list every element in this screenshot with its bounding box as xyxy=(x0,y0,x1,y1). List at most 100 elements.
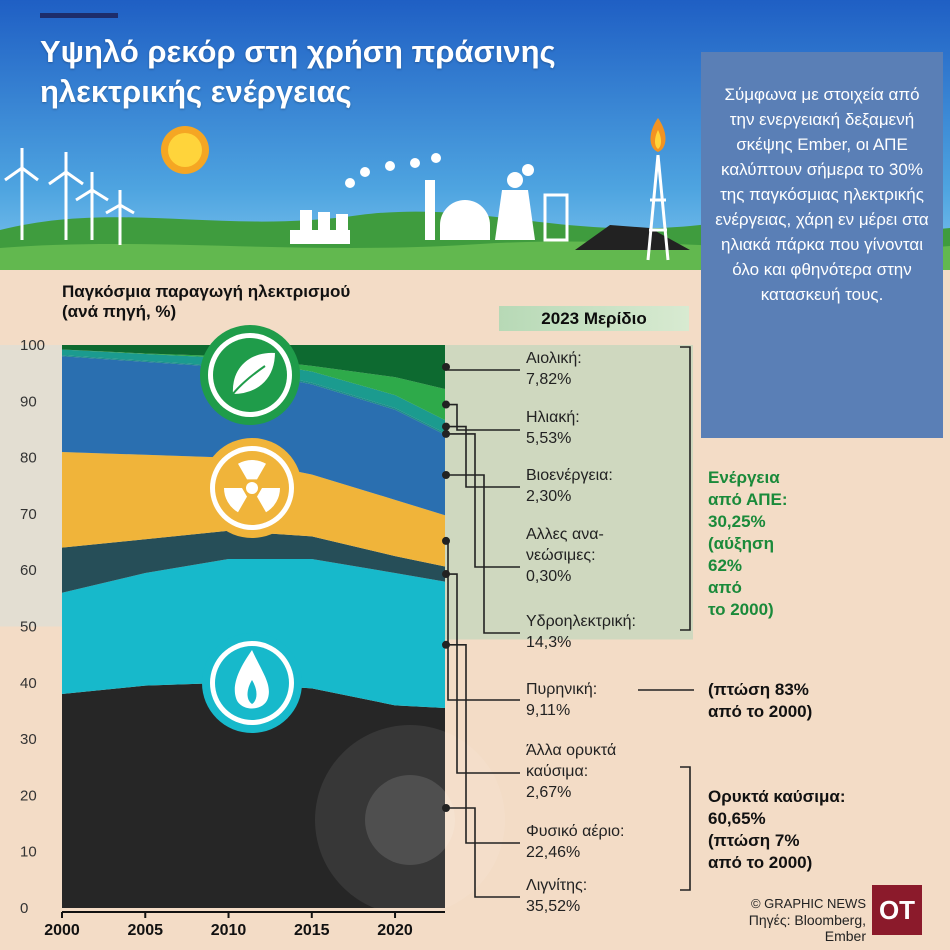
sun-icon xyxy=(161,126,209,174)
renewables-line4: (αύξηση xyxy=(708,534,774,553)
renewables-line1: Ενέργεια xyxy=(708,468,780,487)
x-tick-label: 2005 xyxy=(127,922,163,939)
label-coal-name: Λιγνίτης: xyxy=(526,877,588,894)
oil-rig-flame-icon xyxy=(646,118,670,261)
x-tick-label: 2015 xyxy=(294,922,330,939)
label-nuclear-name: Πυρηνική: xyxy=(526,681,598,698)
y-tick-label: 30 xyxy=(20,731,37,748)
fossil-line1: Ορυκτά καύσιμα: xyxy=(708,787,846,806)
area-series-8 xyxy=(62,344,445,389)
leader-line xyxy=(446,433,520,568)
y-tick-label: 50 xyxy=(20,619,37,636)
label-bioenergy-name: Βιοενέργεια: xyxy=(526,467,613,484)
share-header: 2023 Μερίδιο xyxy=(499,306,689,331)
y-tick-label: 0 xyxy=(20,900,28,917)
area-series-4 xyxy=(62,356,445,516)
label-gas-name: Φυσικό αέριο: xyxy=(526,823,625,840)
brand-logo: OT xyxy=(872,885,922,935)
leader-line xyxy=(446,474,520,634)
label-gas: Φυσικό αέριο: 22,46% xyxy=(526,821,624,863)
label-hydro-name: Υδροηλεκτρική: xyxy=(526,613,636,630)
chart-subtitle: Παγκόσμια παραγωγή ηλεκτρισμού (ανά πηγή… xyxy=(62,282,350,322)
label-other-renewables: Αλλες ανα-νεώσιμες: 0,30% xyxy=(526,524,604,587)
label-wind: Αιολική: 7,82% xyxy=(526,348,582,390)
label-hydro: Υδροηλεκτρική: 14,3% xyxy=(526,611,636,653)
credit-block: © GRAPHIC NEWS Πηγές: Bloomberg, Ember xyxy=(720,896,866,944)
leaf-icon xyxy=(230,350,278,397)
fossil-summary: Ορυκτά καύσιμα: 60,65% (πτώση 7% από το … xyxy=(708,786,846,874)
radiation-blade-2 xyxy=(224,488,247,513)
y-tick-label: 10 xyxy=(20,844,37,861)
label-bioenergy-value: 2,30% xyxy=(526,488,572,505)
label-other-fossil-value: 2,67% xyxy=(526,784,572,801)
factory-icon xyxy=(290,153,569,244)
label-solar-value: 5,53% xyxy=(526,430,572,447)
sources: Πηγές: Bloomberg, Ember xyxy=(748,912,866,944)
renewables-line6: από xyxy=(708,578,742,597)
nuclear-summary-line1: (πτώση 83% xyxy=(708,680,809,699)
label-solar-name: Ηλιακή: xyxy=(526,409,580,426)
flame-icon-core xyxy=(247,680,257,704)
y-tick-label: 100 xyxy=(20,337,45,354)
x-tick-label: 2010 xyxy=(211,922,247,939)
info-box: Σύμφωνα με στοιχεία από την ενεργειακή δ… xyxy=(701,52,943,438)
label-hydro-value: 14,3% xyxy=(526,634,572,651)
nuclear-summary: (πτώση 83% από το 2000) xyxy=(708,679,812,723)
radiation-icon xyxy=(246,482,258,494)
y-tick-label: 20 xyxy=(20,787,37,804)
label-wind-name: Αιολική: xyxy=(526,350,582,367)
y-tick-label: 60 xyxy=(20,562,37,579)
renewables-line7: το 2000) xyxy=(708,600,774,619)
label-other-fossil-name2: καύσιμα: xyxy=(526,763,589,780)
label-solar: Ηλιακή: 5,53% xyxy=(526,407,580,449)
leader-line xyxy=(446,403,520,431)
y-tick-label: 40 xyxy=(20,675,37,692)
leader-line xyxy=(446,807,520,898)
glow-circle-inner xyxy=(365,775,455,865)
label-bioenergy: Βιοενέργεια: 2,30% xyxy=(526,465,613,507)
wind-turbine-icon xyxy=(4,148,135,245)
flame-icon xyxy=(234,650,269,709)
radiation-blade-1 xyxy=(257,488,280,513)
label-other-renewables-name2: νεώσιμες: xyxy=(526,547,596,564)
area-series-0 xyxy=(62,682,445,908)
renewables-line2: από ΑΠΕ: xyxy=(708,490,788,509)
renewables-line3: 30,25% xyxy=(708,512,766,531)
label-nuclear-value: 9,11% xyxy=(526,702,571,719)
fossil-line4: από το 2000) xyxy=(708,853,813,872)
label-gas-value: 22,46% xyxy=(526,844,581,861)
fossil-line3: (πτώση 7% xyxy=(708,831,800,850)
label-coal-value: 35,52% xyxy=(526,898,581,915)
label-nuclear: Πυρηνική: 9,11% xyxy=(526,679,597,721)
y-tick-label: 90 xyxy=(20,393,37,410)
leader-line xyxy=(446,366,520,371)
share-panel xyxy=(445,345,693,640)
label-wind-value: 7,82% xyxy=(526,371,572,388)
nuclear-summary-line2: από το 2000) xyxy=(708,702,813,721)
fossil-line2: 60,65% xyxy=(708,809,766,828)
renewables-summary: Ενέργεια από ΑΠΕ: 30,25% (αύξηση 62% από… xyxy=(708,467,788,621)
leader-line xyxy=(446,643,520,844)
leader-line xyxy=(446,425,520,488)
x-tick-label: 2020 xyxy=(377,922,413,939)
label-other-fossil: Άλλα ορυκτά καύσιμα: 2,67% xyxy=(526,740,616,803)
fossil-bracket xyxy=(680,766,691,891)
renewables-line5: 62% xyxy=(708,556,743,575)
label-other-renewables-value: 0,30% xyxy=(526,568,572,585)
label-other-fossil-name: Άλλα ορυκτά xyxy=(526,742,617,759)
credit: © GRAPHIC NEWS xyxy=(750,896,866,911)
area-series-2 xyxy=(62,530,445,593)
x-tick-label: 2000 xyxy=(44,922,80,939)
radiation-blade-0 xyxy=(238,460,266,480)
y-tick-label: 70 xyxy=(20,506,37,523)
page-title: Υψηλό ρεκόρ στη χρήση πράσινης ηλεκτρική… xyxy=(40,34,556,109)
chart-subtitle-line1: Παγκόσμια παραγωγή ηλεκτρισμού xyxy=(62,282,351,301)
y-tick-label: 80 xyxy=(20,450,37,467)
area-series-7 xyxy=(62,349,445,421)
leader-line xyxy=(446,573,520,774)
leader-line xyxy=(446,540,520,701)
stacked-area-chart: 0 10 20 30 40 50 60 70 80 90 100 2000 2005 2010 2015 20… xyxy=(0,325,694,939)
label-other-renewables-name: Αλλες ανα- xyxy=(526,526,604,543)
label-coal: Λιγνίτης: 35,52% xyxy=(526,875,587,917)
renewables-bracket xyxy=(680,346,691,631)
